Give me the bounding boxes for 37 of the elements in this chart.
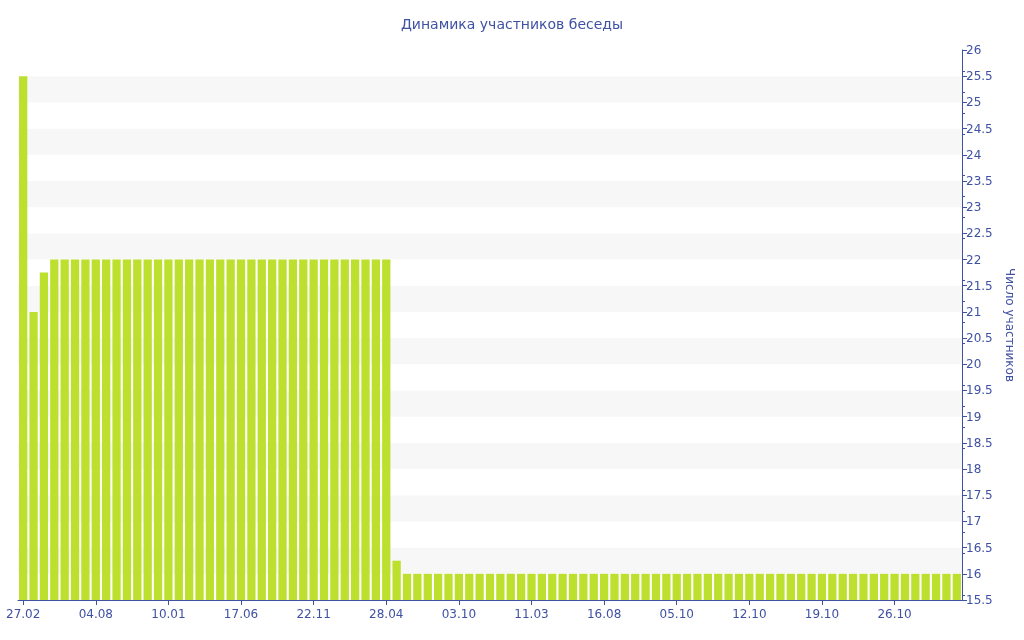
y-tick-label: 17 bbox=[966, 514, 982, 529]
y-tick-label: 16 bbox=[966, 566, 982, 581]
y-tick-label: 18.5 bbox=[966, 435, 993, 450]
y-tick-label: 21.5 bbox=[966, 278, 993, 293]
y-tick-label: 18 bbox=[966, 462, 982, 477]
y-tick-label: 22 bbox=[966, 252, 982, 267]
y-tick-label: 24.5 bbox=[966, 121, 993, 136]
x-tick-label: 11.03 bbox=[514, 607, 549, 621]
y-tick-label: 21 bbox=[966, 304, 982, 319]
y-tick-label: 16.5 bbox=[966, 540, 993, 555]
x-tick-label: 28.04 bbox=[369, 607, 404, 621]
x-tick-label: 17.06 bbox=[223, 607, 259, 621]
y-tick-label: 22.5 bbox=[966, 226, 993, 241]
y-tick-label: 20 bbox=[966, 357, 982, 372]
chart-title: Динамика участников беседы bbox=[400, 16, 624, 32]
y-tick-label: 15.5 bbox=[966, 593, 993, 607]
y-tick-label: 17.5 bbox=[966, 488, 993, 503]
y-tick-label: 24 bbox=[966, 147, 982, 162]
y-tick-label: 23 bbox=[966, 200, 982, 215]
x-tick-label: 19.10 bbox=[804, 607, 840, 621]
x-tick-label: 22.11 bbox=[296, 607, 331, 621]
y-tick-label: 25 bbox=[966, 95, 982, 110]
y-tick-label: 26 bbox=[966, 43, 982, 57]
x-tick-label: 03.10 bbox=[441, 607, 477, 621]
x-tick-label: 16.08 bbox=[586, 607, 622, 621]
y-tick-label: 19.5 bbox=[966, 383, 993, 398]
x-tick-label: 27.02 bbox=[6, 607, 41, 621]
x-tick-label: 12.10 bbox=[732, 607, 767, 621]
y-tick-label: 23.5 bbox=[966, 173, 993, 188]
y-tick-label: 20.5 bbox=[966, 331, 993, 346]
x-tick-label: 04.08 bbox=[78, 607, 113, 621]
x-tick-label: 10.01 bbox=[151, 607, 186, 621]
y-tick-label: 19 bbox=[966, 409, 982, 424]
x-tick-label: 26.10 bbox=[877, 607, 912, 621]
x-tick-label: 05.10 bbox=[659, 607, 694, 621]
y-tick-label: 25.5 bbox=[966, 69, 993, 84]
y-axis-title: Число участников bbox=[1003, 268, 1017, 382]
